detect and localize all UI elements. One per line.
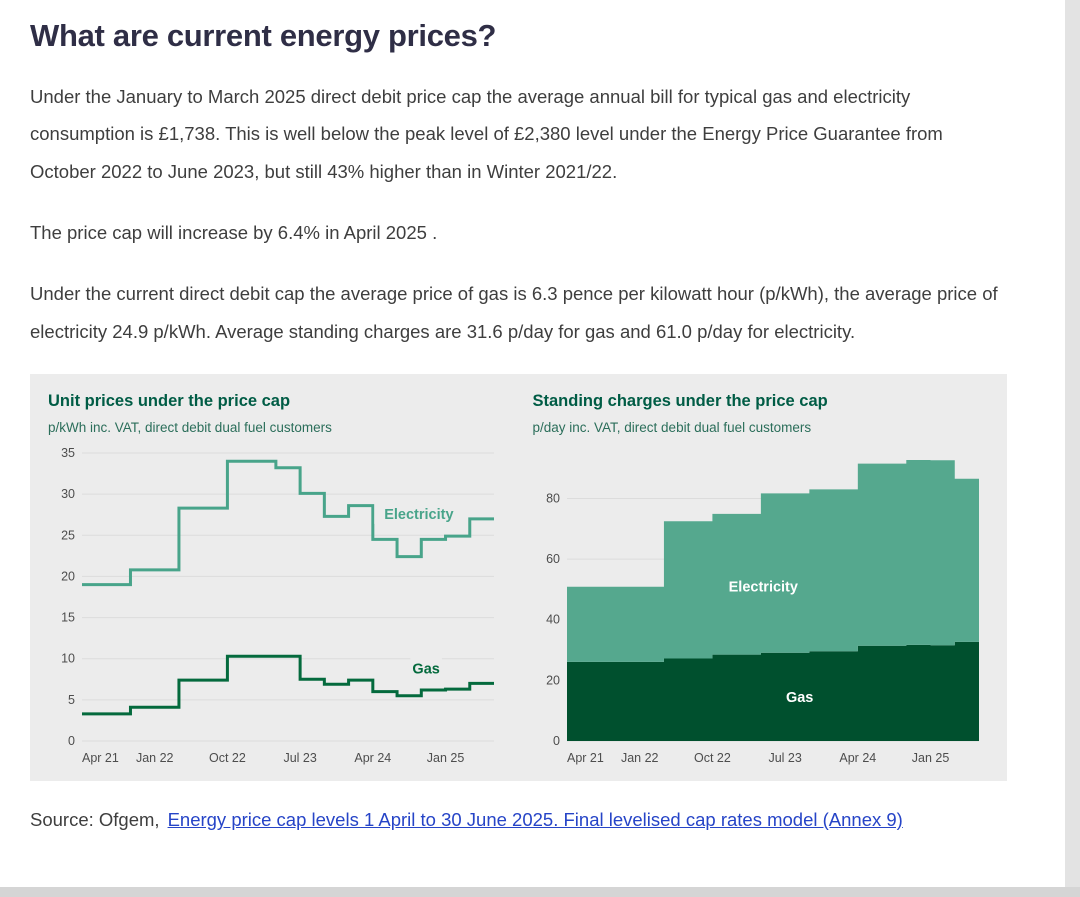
unit-prices-plot: 0 5 10 15 20 25 30 35 Apr 21 Jan 22 Oct 22 Jul 23 Ap… — [48, 441, 503, 771]
svg-text:40: 40 — [546, 613, 560, 627]
chart-subtitle: p/kWh inc. VAT, direct debit dual fuel c… — [48, 420, 332, 436]
article-page: What are current energy prices? Under th… — [30, 18, 1007, 838]
svg-text:25: 25 — [61, 528, 75, 542]
svg-text:Apr 24: Apr 24 — [839, 751, 876, 765]
chart-subtitle: p/day inc. VAT, direct debit dual fuel c… — [532, 420, 812, 436]
source-label: Source: Ofgem, — [30, 809, 160, 831]
svg-text:Apr 24: Apr 24 — [354, 751, 391, 765]
svg-text:Jan 25: Jan 25 — [911, 751, 949, 765]
svg-text:Jul 23: Jul 23 — [283, 751, 316, 765]
standing-charges-chart: Standing charges under the price cap p/d… — [533, 392, 988, 771]
svg-text:35: 35 — [61, 446, 75, 460]
scrollbar-track[interactable] — [1065, 0, 1080, 897]
svg-text:15: 15 — [61, 611, 75, 625]
page-title: What are current energy prices? — [30, 18, 497, 53]
svg-text:60: 60 — [546, 552, 560, 566]
source-line: Source: Ofgem, Energy price cap levels 1 … — [30, 801, 1007, 838]
standing-charges-plot: 0 20 40 60 80 Apr 21 Jan 22 Oct 22 Jul 23 Apr 24 J… — [533, 441, 988, 771]
svg-text:80: 80 — [546, 492, 560, 506]
svg-text:Oct 22: Oct 22 — [209, 751, 246, 765]
svg-text:Apr 21: Apr 21 — [82, 751, 119, 765]
svg-text:20: 20 — [546, 674, 560, 688]
svg-text:Oct 22: Oct 22 — [693, 751, 730, 765]
paragraph-price-cap-summary: Under the January to March 2025 direct d… — [30, 86, 943, 182]
svg-text:5: 5 — [68, 693, 75, 707]
standing-charges-chart-caption: Standing charges under the price cap p/d… — [533, 392, 988, 435]
svg-text:Jan 25: Jan 25 — [427, 751, 465, 765]
svg-text:Jan 22: Jan 22 — [620, 751, 658, 765]
chart-title: Unit prices under the price cap — [48, 392, 291, 411]
svg-text:Gas: Gas — [412, 662, 439, 678]
svg-text:Jan 22: Jan 22 — [136, 751, 174, 765]
paragraph-unit-prices: Under the current direct debit cap the a… — [30, 283, 998, 342]
paragraph-price-cap-increase: The price cap will increase by 6.4% in A… — [30, 222, 438, 244]
source-link[interactable]: Energy price cap levels 1 April to 30 Ju… — [167, 809, 903, 831]
svg-text:Electricity: Electricity — [384, 507, 453, 523]
svg-text:Jul 23: Jul 23 — [768, 751, 801, 765]
unit-prices-chart: Unit prices under the price cap p/kWh in… — [48, 392, 503, 771]
cropped-content-strip — [0, 887, 1080, 897]
chart-title: Standing charges under the price cap — [532, 392, 828, 411]
svg-text:20: 20 — [61, 570, 75, 584]
svg-text:10: 10 — [61, 652, 75, 666]
svg-text:0: 0 — [553, 734, 560, 748]
unit-prices-chart-caption: Unit prices under the price cap p/kWh in… — [48, 392, 503, 435]
svg-text:Gas: Gas — [785, 690, 812, 706]
svg-text:0: 0 — [68, 734, 75, 748]
svg-text:30: 30 — [61, 487, 75, 501]
svg-text:Apr 21: Apr 21 — [567, 751, 604, 765]
charts-panel: Unit prices under the price cap p/kWh in… — [30, 374, 1007, 782]
svg-text:Electricity: Electricity — [728, 580, 797, 596]
